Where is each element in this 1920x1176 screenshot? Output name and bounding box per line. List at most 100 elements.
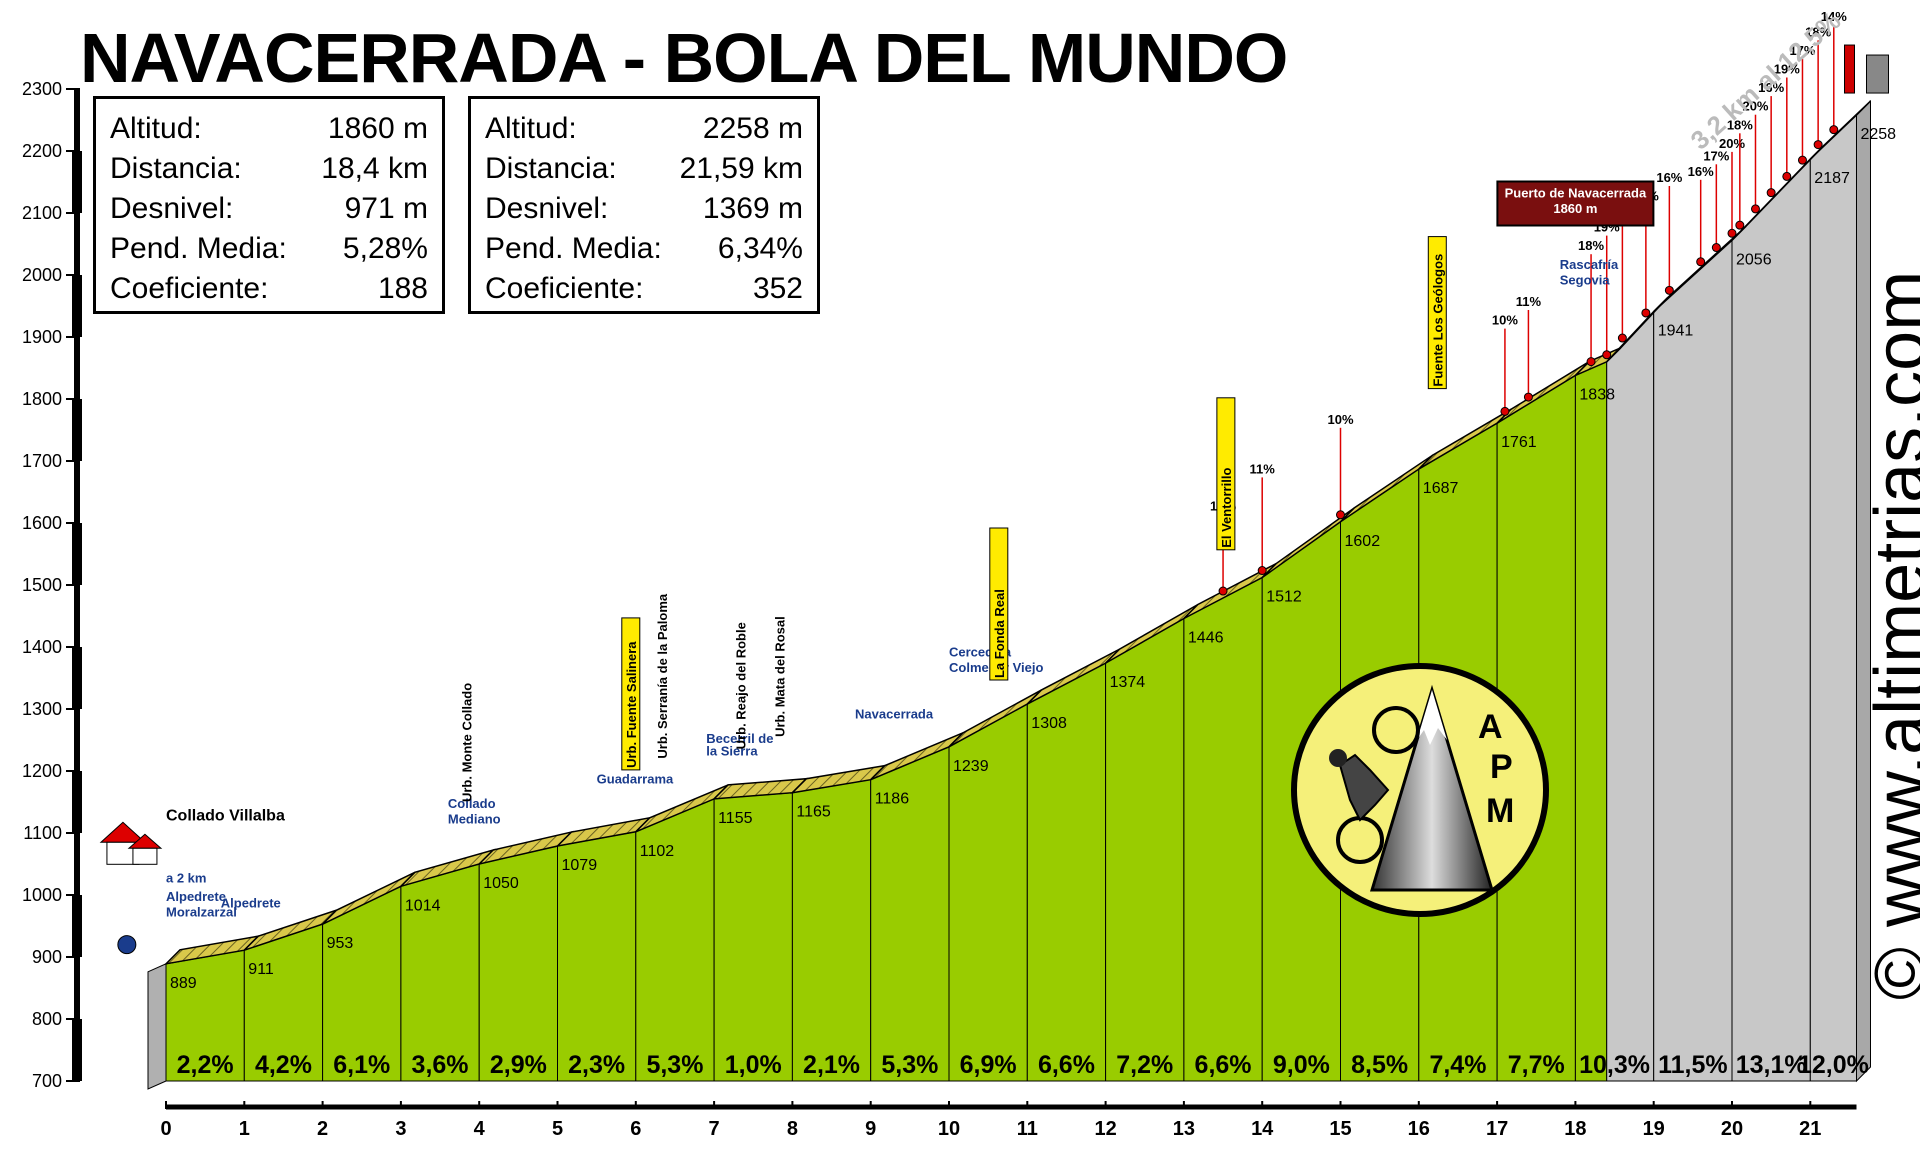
gradient-flag-label: 18% <box>1727 117 1753 132</box>
x-tick-label: 20 <box>1721 1118 1743 1140</box>
annotation-label: 3,2 km al 12,5% <box>1685 5 1847 155</box>
elevation-label: 1079 <box>562 857 598 874</box>
gradient-flag-pin <box>1500 406 1510 416</box>
stat-value: 1860 m <box>327 112 428 145</box>
segment-gradient-label: 1,0% <box>725 1051 782 1079</box>
gradient-flag-label: 19% <box>1774 62 1800 77</box>
segment-gradient-label: 9,0% <box>1273 1051 1330 1079</box>
y-axis-band <box>72 151 82 213</box>
gradient-flag-pin <box>1727 228 1737 238</box>
stat-label: Altitud: <box>485 112 577 145</box>
gradient-flag-pin <box>1257 566 1267 576</box>
segment-gradient-label: 3,6% <box>412 1051 469 1079</box>
stat-row: Coeficiente: 352 <box>485 269 803 309</box>
house-roof-icon <box>99 821 147 843</box>
bike-wheel-icon <box>1372 706 1420 754</box>
annotation-label: Becerril de <box>706 731 773 746</box>
elevation-label: 1239 <box>953 758 989 775</box>
stat-value: 1369 m <box>702 192 803 225</box>
stat-row: Coeficiente: 188 <box>110 269 428 309</box>
segment-gradient-label: 6,6% <box>1038 1051 1095 1079</box>
x-tick-label: 2 <box>317 1118 328 1140</box>
elevation-label: 1941 <box>1658 323 1694 340</box>
stat-row: Altitud: 2258 m <box>485 109 803 149</box>
annotation-label: Guadarrama <box>597 771 674 786</box>
logo-letter-m: M <box>1486 792 1514 830</box>
y-tick-label: 1200 <box>22 761 62 781</box>
gradient-flag-pin <box>1336 510 1345 520</box>
y-tick-label: 2300 <box>22 79 62 99</box>
gradient-flag-pin <box>1664 285 1674 295</box>
stat-label: Coeficiente: <box>110 272 269 305</box>
annotation-label: El Ventorrillo <box>1219 468 1234 548</box>
x-tick-label: 10 <box>938 1118 960 1140</box>
stat-value: 6,34% <box>717 232 803 265</box>
x-tick-label: 1 <box>239 1118 250 1140</box>
stat-row: Desnivel: 1369 m <box>485 189 803 229</box>
gradient-bar: 2,2% 4,2% 6,1% 3,6% 2,9% 2,3% 5,3% 1,0% 2,1% 5,3%… <box>177 1051 1869 1079</box>
gradient-flag-label: 11% <box>1250 461 1276 476</box>
summit-antenna-icon <box>1843 44 1855 94</box>
y-tick-label: 1600 <box>22 513 62 533</box>
y-tick-label: 2000 <box>22 265 62 285</box>
y-tick-label: 900 <box>32 947 62 967</box>
x-tick-label: 19 <box>1643 1118 1665 1140</box>
elevation-label: 2187 <box>1814 170 1850 187</box>
gradient-flag-pin <box>1586 357 1596 367</box>
stat-row: Desnivel: 971 m <box>110 189 428 229</box>
segment-gradient-label: 6,9% <box>960 1051 1017 1079</box>
profile-strip <box>1606 310 1655 1082</box>
gradient-flag-label: 17% <box>1703 148 1729 163</box>
snowcap-icon <box>1417 690 1447 745</box>
x-tick-label: 7 <box>709 1118 720 1140</box>
elevation-label: 953 <box>327 935 354 952</box>
stat-label: Distancia: <box>110 152 242 185</box>
elevation-label: 1186 <box>875 791 910 808</box>
profile-strip <box>1809 113 1857 1082</box>
segment-gradient-label: 2,9% <box>490 1051 547 1079</box>
x-tick-label: 14 <box>1251 1118 1274 1140</box>
elevation-label: 1761 <box>1501 434 1537 451</box>
place-sign-box <box>1427 236 1447 390</box>
house-icon <box>132 847 158 865</box>
profile-side-face <box>147 963 167 1090</box>
annotation-label: Urb. Reajo del Roble <box>733 622 748 749</box>
gradient-flag-pin <box>1602 350 1612 360</box>
x-tick-label: 8 <box>787 1118 798 1140</box>
y-axis-band <box>72 275 82 337</box>
x-tick-label: 11 <box>1017 1118 1038 1140</box>
gradient-flag-label: 16% <box>1758 80 1784 95</box>
elevation-label: 1446 <box>1188 629 1224 646</box>
stats-box-bola-del-mundo: Altitud: 2258 m Distancia: 21,59 km Desniv… <box>468 96 820 314</box>
stat-row: Pend. Media: 6,34% <box>485 229 803 269</box>
segment-gradient-label: 8,5% <box>1351 1051 1408 1079</box>
stat-label: Desnivel: <box>485 192 609 225</box>
place-sign-box <box>1216 397 1236 551</box>
annotation-label: Rascafría <box>1560 257 1619 272</box>
elevation-label: 2056 <box>1736 251 1772 268</box>
chart-title: NAVACERRADA - BOLA DEL MUNDO <box>80 19 1288 97</box>
y-axis-band <box>72 399 82 461</box>
logo-letter-p: P <box>1490 748 1513 786</box>
segment-gradient-label: 7,2% <box>1116 1051 1173 1079</box>
profile-strip <box>1574 361 1608 1082</box>
annotation-label: Navacerrada <box>855 706 934 721</box>
gradient-flag-pin <box>1797 155 1807 165</box>
x-tick-label: 21 <box>1799 1118 1821 1140</box>
stat-value: 2258 m <box>702 112 803 145</box>
x-tick-label: 16 <box>1408 1118 1430 1140</box>
elevation-label: 911 <box>248 961 274 978</box>
profile-strip <box>1183 576 1263 1082</box>
gradient-flag-label: 10% <box>1327 412 1353 427</box>
segment-gradient-label: 6,6% <box>1195 1051 1252 1079</box>
x-tick-label: 17 <box>1486 1118 1508 1140</box>
gradient-flag-pin <box>1617 333 1627 343</box>
x-tick-label: 13 <box>1173 1118 1195 1140</box>
y-tick-label: 1800 <box>22 389 62 409</box>
stat-value: 5,28% <box>342 232 428 265</box>
roundabout-icon <box>117 935 137 955</box>
profile-strip <box>1731 157 1811 1082</box>
apm-logo: A P M <box>1291 663 1549 917</box>
annotation-label: Urb. Monte Collado <box>459 683 474 802</box>
